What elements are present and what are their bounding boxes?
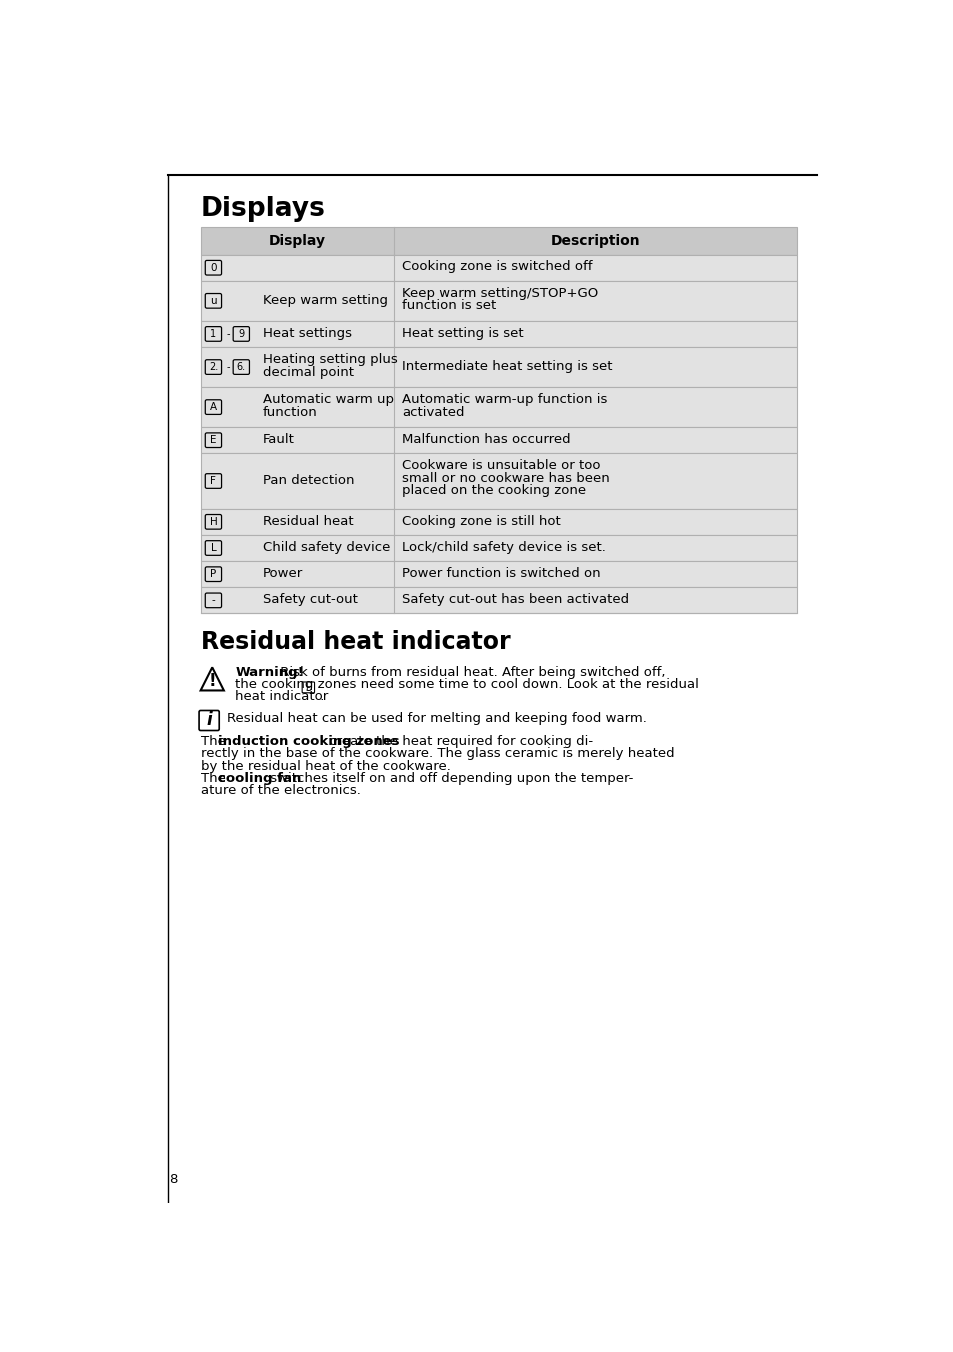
Text: Safety cut-out has been activated: Safety cut-out has been activated [402,594,629,606]
Text: Cookware is unsuitable or too: Cookware is unsuitable or too [402,460,600,472]
Text: Automatic warm up: Automatic warm up [262,393,394,406]
Text: rectly in the base of the cookware. The glass ceramic is merely heated: rectly in the base of the cookware. The … [200,748,674,760]
Text: placed on the cooking zone: placed on the cooking zone [402,484,586,498]
Bar [200,227,797,254]
Text: Residual heat can be used for melting and keeping food warm.: Residual heat can be used for melting an… [227,713,646,725]
Text: cooling fan: cooling fan [217,772,301,786]
Text: by the residual heat of the cookware.: by the residual heat of the cookware. [200,760,450,773]
Text: Cooking zone is switched off: Cooking zone is switched off [402,261,592,273]
Bar [200,320,797,347]
FancyBboxPatch shape [205,400,221,415]
Text: The: The [200,772,230,786]
FancyBboxPatch shape [233,360,249,375]
Bar [200,254,797,281]
Bar [200,508,797,535]
Text: decimal point: decimal point [262,365,354,379]
Text: .: . [315,691,324,703]
Text: switches itself on and off depending upon the temper-: switches itself on and off depending upo… [266,772,633,786]
FancyBboxPatch shape [205,515,221,529]
Text: A: A [210,402,216,412]
Text: Displays: Displays [200,196,325,222]
Text: activated: activated [402,406,464,419]
Text: Automatic warm-up function is: Automatic warm-up function is [402,393,607,406]
Text: E: E [210,435,216,445]
FancyBboxPatch shape [205,594,221,607]
Text: 1: 1 [210,329,216,339]
Text: 9: 9 [238,329,244,339]
Text: Residual heat indicator: Residual heat indicator [200,630,510,654]
FancyBboxPatch shape [205,327,221,341]
Text: -: - [227,329,230,339]
Bar [200,387,797,427]
Text: H: H [210,516,217,527]
Text: Warning!: Warning! [235,665,304,679]
FancyBboxPatch shape [199,711,219,730]
FancyBboxPatch shape [205,433,221,448]
Text: -: - [227,362,230,372]
FancyBboxPatch shape [205,293,221,308]
Text: F: F [211,476,216,485]
Text: Power function is switched on: Power function is switched on [402,566,600,580]
FancyBboxPatch shape [205,541,221,556]
Text: L: L [211,544,216,553]
FancyBboxPatch shape [205,473,221,488]
Text: Lock/child safety device is set.: Lock/child safety device is set. [402,541,605,554]
Text: the cooking zones need some time to cool down. Look at the residual: the cooking zones need some time to cool… [235,679,699,691]
Text: heat indicator: heat indicator [235,691,329,703]
Text: function is set: function is set [402,299,496,312]
Text: function: function [262,406,317,419]
FancyBboxPatch shape [233,327,249,341]
Text: Display: Display [269,234,326,247]
Text: Risk of burns from residual heat. After being switched off,: Risk of burns from residual heat. After … [275,665,664,679]
Text: Safety cut-out: Safety cut-out [262,594,357,606]
Text: -: - [212,595,215,606]
Bar [200,281,797,320]
Text: P: P [210,569,216,579]
Text: 6.: 6. [236,362,246,372]
Text: Heat settings: Heat settings [262,327,352,339]
Text: Intermediate heat setting is set: Intermediate heat setting is set [402,360,612,373]
Bar [200,587,797,614]
FancyBboxPatch shape [205,360,221,375]
FancyBboxPatch shape [205,566,221,581]
Text: Cooking zone is still hot: Cooking zone is still hot [402,515,560,527]
Text: Heat setting is set: Heat setting is set [402,327,523,339]
Text: induction cooking zones: induction cooking zones [217,735,399,748]
Text: The: The [200,735,230,748]
Text: 0: 0 [210,262,216,273]
Text: Residual heat: Residual heat [262,515,353,527]
Text: 8: 8 [170,1174,178,1186]
FancyBboxPatch shape [302,681,314,692]
Text: i: i [206,711,212,730]
Text: Power: Power [262,566,302,580]
Text: u: u [210,296,216,306]
Text: Keep warm setting: Keep warm setting [262,293,387,307]
Text: H: H [305,683,312,692]
Bar [200,427,797,453]
Text: Pan detection: Pan detection [262,473,354,487]
Text: Heating setting plus: Heating setting plus [262,353,397,366]
Text: 2.: 2. [209,362,218,372]
Text: Description: Description [551,234,640,247]
Bar [200,535,797,561]
Text: ature of the electronics.: ature of the electronics. [200,784,360,798]
Text: create the heat required for cooking di-: create the heat required for cooking di- [324,735,592,748]
Text: Child safety device: Child safety device [262,541,390,554]
Text: Fault: Fault [262,433,294,446]
Text: Malfunction has occurred: Malfunction has occurred [402,433,570,446]
FancyBboxPatch shape [205,261,221,274]
Text: small or no cookware has been: small or no cookware has been [402,472,609,485]
Bar [200,561,797,587]
Text: Keep warm setting/STOP+GO: Keep warm setting/STOP+GO [402,287,598,300]
Bar [200,453,797,508]
Text: !: ! [208,672,215,690]
Bar [200,347,797,387]
